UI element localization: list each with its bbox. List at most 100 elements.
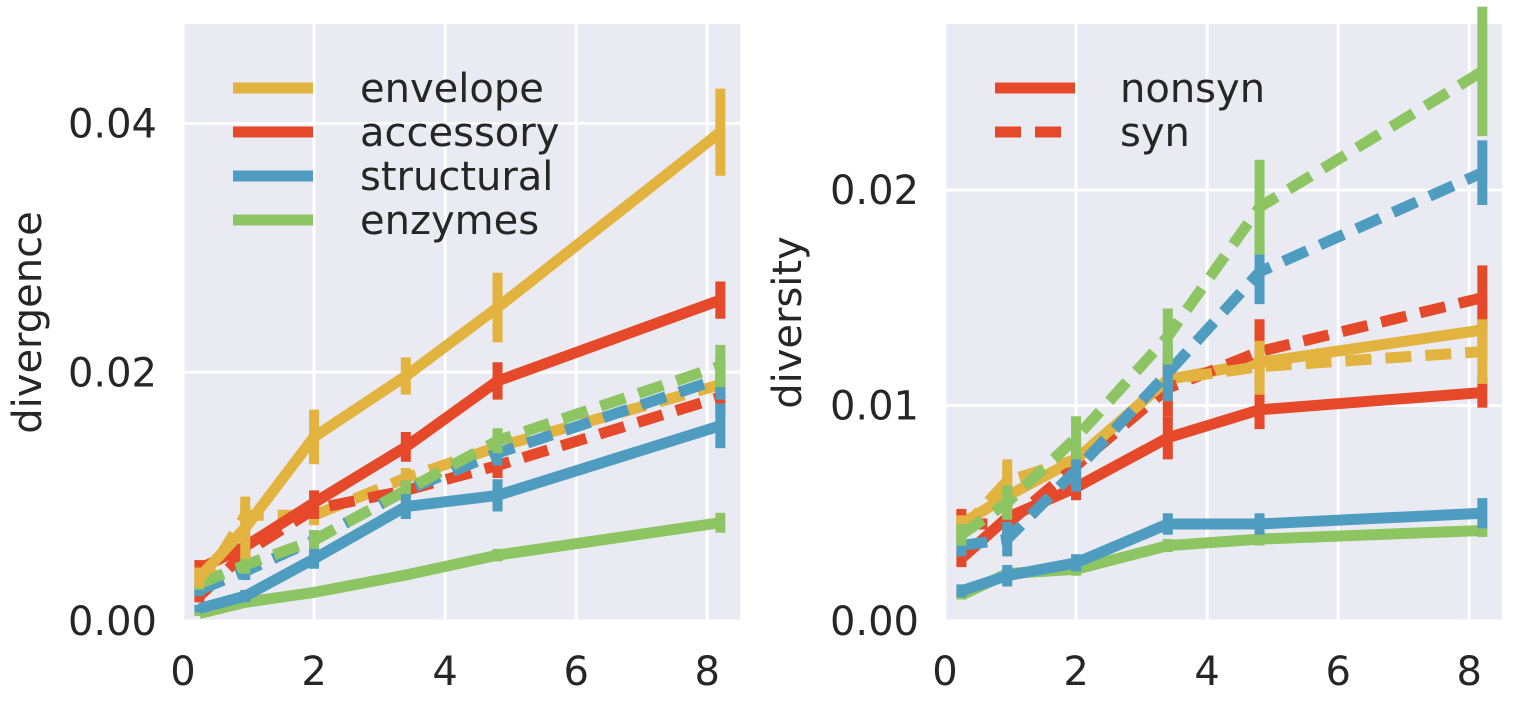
y-tick-label: 0.00 — [830, 599, 919, 645]
y-tick-label: 0.04 — [68, 102, 157, 148]
data-point — [1257, 522, 1262, 527]
y-axis-label: diversity — [765, 236, 811, 409]
y-axis-label: divergence — [5, 211, 51, 433]
data-point — [403, 373, 408, 378]
data-point — [1257, 205, 1262, 210]
data-point — [1480, 390, 1485, 395]
data-point — [959, 588, 964, 593]
series-line — [195, 391, 722, 601]
data-point — [1480, 349, 1485, 354]
x-tick-label: 4 — [432, 649, 457, 695]
y-tick-label: 0.02 — [68, 350, 157, 396]
data-point — [1005, 537, 1010, 542]
data-point — [1257, 269, 1262, 274]
data-point — [1165, 522, 1170, 527]
data-point — [959, 532, 964, 537]
data-point — [1257, 407, 1262, 412]
series-line — [958, 66, 1486, 540]
data-point — [495, 378, 500, 383]
x-tick-label: 6 — [1325, 649, 1350, 695]
series-line — [194, 379, 722, 593]
legend-label-syn: syn — [1120, 110, 1190, 156]
series-structural-nonsyn — [194, 403, 726, 614]
data-point — [718, 364, 723, 369]
data-point — [403, 504, 408, 509]
data-point — [312, 556, 317, 561]
data-point — [1074, 468, 1079, 473]
series-line — [960, 167, 1485, 552]
data-point — [959, 556, 964, 561]
data-point — [197, 611, 202, 616]
series-line — [957, 387, 1483, 563]
data-point — [197, 575, 202, 580]
x-tick-label: 2 — [301, 649, 326, 695]
series-envelope-nonsyn — [194, 88, 726, 588]
x-tick-label: 2 — [1063, 649, 1088, 695]
data-point — [1480, 511, 1485, 516]
data-point — [495, 438, 500, 443]
data-point — [1165, 543, 1170, 548]
x-tick-label: 0 — [932, 649, 957, 695]
data-point — [1074, 435, 1079, 440]
data-point — [403, 475, 408, 480]
data-point — [403, 444, 408, 449]
legend-label-enzymes: enzymes — [360, 198, 539, 244]
data-point — [1005, 573, 1010, 578]
data-point — [403, 572, 408, 577]
chart-panel-1: 0 2 4 6 8 0.00 0.02 0.04 divergence envelopeacces… — [5, 24, 740, 695]
x-tick-label: 4 — [1194, 649, 1219, 695]
x-tick-label: 8 — [695, 649, 720, 695]
series-line — [195, 127, 724, 582]
data-point — [312, 434, 317, 439]
data-point — [243, 525, 248, 530]
data-point — [718, 298, 723, 303]
data-point — [1005, 500, 1010, 505]
data-point — [197, 606, 202, 611]
data-point — [403, 488, 408, 493]
x-tick-label: 8 — [1457, 649, 1482, 695]
data-point — [495, 305, 500, 310]
legend-label-envelope: envelope — [360, 66, 544, 112]
data-point — [718, 520, 723, 525]
x-tick-label: 0 — [170, 649, 195, 695]
data-point — [1257, 537, 1262, 542]
data-point — [1074, 560, 1079, 565]
series-line — [197, 360, 723, 589]
data-point — [1480, 528, 1485, 533]
data-point — [1480, 295, 1485, 300]
y-tick-label: 0.01 — [830, 383, 919, 429]
data-point — [243, 563, 248, 568]
data-point — [312, 538, 317, 543]
data-point — [1480, 170, 1485, 175]
legend-label-structural: structural — [360, 154, 553, 200]
series-line — [198, 517, 722, 619]
legend-label-accessory: accessory — [360, 110, 559, 156]
data-point — [495, 493, 500, 498]
series-line — [197, 420, 722, 614]
data-point — [1480, 69, 1485, 74]
x-tick-label: 6 — [563, 649, 588, 695]
series-structural-nonsyn — [956, 498, 1488, 598]
data-point — [1257, 364, 1262, 369]
data-point — [718, 423, 723, 428]
data-point — [1005, 478, 1010, 483]
y-tick-label: 0.00 — [68, 599, 157, 645]
data-point — [1165, 334, 1170, 339]
legend-label-nonsyn: nonsyn — [1120, 66, 1265, 112]
series-line — [959, 507, 1483, 597]
data-point — [1165, 371, 1170, 376]
data-point — [243, 594, 248, 599]
data-point — [718, 130, 723, 135]
data-point — [495, 553, 500, 558]
y-tick-label: 0.02 — [830, 168, 919, 214]
data-point — [312, 500, 317, 505]
series-line — [196, 294, 723, 574]
series-enzymes-syn — [956, 6, 1488, 546]
data-point — [1165, 435, 1170, 440]
data-point — [312, 590, 317, 595]
